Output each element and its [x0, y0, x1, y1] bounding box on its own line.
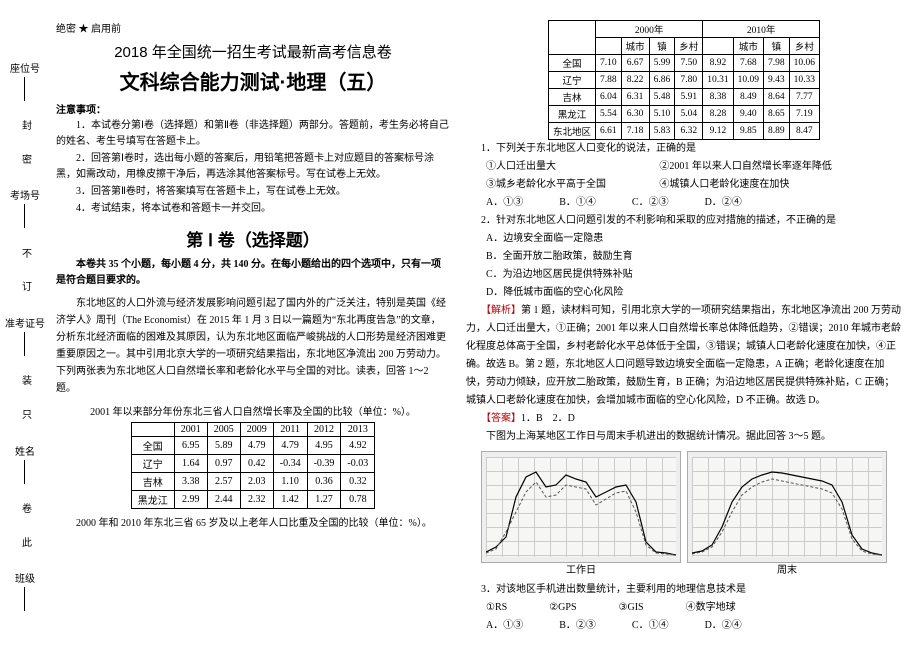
- q3-opt: A．①③: [486, 617, 523, 635]
- seal-char: 不: [18, 248, 33, 262]
- instruction: 4．考试结束，将本试卷和答题卡一并交回。: [56, 201, 450, 217]
- q2-stem: 2．针对东北地区人口问题引发的不利影响和采取的应对措施的描述，不正确的是: [466, 212, 902, 230]
- field-room: 考场号: [10, 187, 40, 228]
- seal-char: 装: [18, 375, 33, 389]
- page-right: 2000年 2010年 城市镇乡村 城市镇乡村 全国7.106.675.997.…: [460, 0, 920, 651]
- q1-sub: ④城镇人口老龄化速度在加快: [659, 176, 902, 194]
- seal-char: 此: [18, 537, 33, 551]
- q2-opt: D．降低城市面临的空心化风险: [466, 284, 902, 302]
- seal-char: 订: [18, 281, 33, 295]
- instruction: 3．回答第Ⅱ卷时，将答案填写在答题卡上，写在试卷上无效。: [56, 184, 450, 200]
- q3-opt: D．②④: [705, 617, 742, 635]
- passage: 东北地区的人口外流与经济发展影响问题引起了国内外的广泛关注，特别是英国《经济学人…: [56, 295, 450, 397]
- seal-char: 密: [18, 154, 33, 168]
- field-name: 姓名: [15, 443, 35, 484]
- chart-intro: 下图为上海某地区工作日与周末手机进出的数据统计情况。据此回答 3～5 题。: [466, 428, 902, 445]
- chart-caption: 工作日: [566, 561, 596, 576]
- chart-row: 工作日 周末: [466, 451, 902, 563]
- chart-caption: 周末: [777, 561, 797, 576]
- table2: 2000年 2010年 城市镇乡村 城市镇乡村 全国7.106.675.997.…: [548, 20, 820, 140]
- section-desc: 本卷共 35 个小题，每小题 4 分，共 140 分。在每小题给出的四个选项中，…: [56, 257, 450, 289]
- q1-opt: B．①④: [559, 194, 596, 212]
- q2-opt: B．全面开放二胎政策，鼓励生育: [466, 248, 902, 266]
- q3-sub: ③GIS: [619, 599, 644, 617]
- field-seat: 座位号: [10, 60, 40, 101]
- q1-sub: ③城乡老龄化水平高于全国: [486, 176, 659, 194]
- answer-block: 【答案】1．B 2．D: [466, 410, 902, 428]
- table1: 20012005 2009201120122013 全国6.955.894.79…: [131, 422, 376, 509]
- chart-weekday: 工作日: [481, 451, 681, 563]
- chart-weekend: 周末: [687, 451, 887, 563]
- instruction: 2．回答第Ⅰ卷时，选出每小题的答案后，用铅笔把答题卡上对应题目的答案标号涂黑，如…: [56, 151, 450, 183]
- q2-opt: C．为沿边地区居民提供特殊补贴: [466, 266, 902, 284]
- q1-opt: C．②③: [632, 194, 669, 212]
- q1-stem: 1．下列关于东北地区人口变化的说法，正确的是: [466, 140, 902, 158]
- table2-caption: 2000 年和 2010 年东北三省 65 岁及以上老年人口比重及全国的比较（单…: [56, 515, 450, 532]
- binding-margin: 座位号 封 密 考场号 不 订 准考证号 装 只 姓名 卷 此 班级: [0, 0, 50, 651]
- q1-sub: ②2001 年以来人口自然增长率逐年降低: [659, 158, 902, 176]
- title-line1: 2018 年全国统一招生考试最新高考信息卷: [56, 41, 450, 62]
- q3-sub: ①RS: [486, 599, 507, 617]
- analysis-block: 【解析】第 1 题，读材料可知，引用北京大学的一项研究结果指出，东北地区净流出 …: [466, 302, 902, 410]
- q3-sub: ④数字地球: [686, 599, 736, 617]
- notice-title: 注意事项：: [56, 101, 450, 116]
- q1-opt: A．①③: [486, 194, 523, 212]
- seal-char: 只: [18, 409, 33, 423]
- q3-opt: B．②③: [559, 617, 596, 635]
- page-left: 绝密 ★ 启用前 2018 年全国统一招生考试最新高考信息卷 文科综合能力测试·…: [0, 0, 460, 651]
- field-exam-id: 准考证号: [5, 315, 45, 356]
- section-title: 第 Ⅰ 卷（选择题）: [56, 226, 450, 251]
- q3-sub: ②GPS: [549, 599, 576, 617]
- confidential-label: 绝密 ★ 启用前: [56, 20, 450, 35]
- seal-char: 封: [18, 120, 33, 134]
- analysis-label: 【解析】: [481, 305, 521, 316]
- q2-opt: A．边境安全面临一定隐患: [466, 230, 902, 248]
- q3-stem: 3．对该地区手机进出数量统计，主要利用的地理信息技术是: [466, 581, 902, 599]
- title-line2: 文科综合能力测试·地理（五）: [56, 66, 450, 95]
- field-class: 班级: [15, 570, 35, 611]
- q3-opt: C．①④: [632, 617, 669, 635]
- answer-label: 【答案】: [481, 413, 521, 424]
- q1-opt: D．②④: [705, 194, 742, 212]
- q1-sub: ①人口迁出量大: [486, 158, 659, 176]
- instruction: 1．本试卷分第Ⅰ卷（选择题）和第Ⅱ卷（非选择题）两部分。答题前，考生务必将自己的…: [56, 118, 450, 150]
- seal-char: 卷: [18, 503, 33, 517]
- table1-caption: 2001 年以来部分年份东北三省人口自然增长率及全国的比较（单位：%）。: [56, 403, 450, 418]
